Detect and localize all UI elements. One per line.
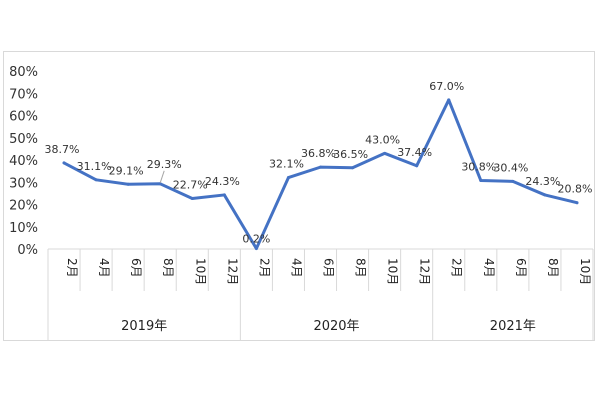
data-label: 22.7% xyxy=(173,178,208,191)
category-label: 4月 xyxy=(97,258,111,278)
data-point xyxy=(158,182,162,186)
label-leader-line xyxy=(159,170,165,183)
category-label: 8月 xyxy=(161,258,175,278)
y-tick-label: 70% xyxy=(9,87,38,102)
y-tick-label: 60% xyxy=(9,110,38,125)
y-tick-label: 30% xyxy=(9,176,38,191)
category-label: 6月 xyxy=(129,258,143,278)
data-point xyxy=(479,178,483,182)
category-label: 10月 xyxy=(386,258,400,285)
category-label: 6月 xyxy=(322,258,336,278)
data-label: 67.0% xyxy=(429,80,464,93)
category-label: 2月 xyxy=(257,258,271,278)
data-point xyxy=(415,164,419,168)
data-label: 20.8% xyxy=(557,183,592,196)
data-point xyxy=(319,165,322,169)
y-tick-label: 40% xyxy=(9,154,38,169)
category-label: 2月 xyxy=(65,258,79,278)
data-label: 24.3% xyxy=(205,175,240,188)
data-label: 0.2% xyxy=(242,233,270,246)
data-label: 30.4% xyxy=(493,161,528,174)
data-point xyxy=(447,98,451,102)
category-label: 12月 xyxy=(225,258,239,285)
data-label: 29.1% xyxy=(109,164,144,177)
data-label: 24.3% xyxy=(525,175,560,188)
data-point xyxy=(383,151,387,155)
year-label: 2019年 xyxy=(121,319,167,334)
y-tick-label: 50% xyxy=(9,132,38,147)
data-label: 36.8% xyxy=(301,147,336,160)
data-label: 30.8% xyxy=(461,160,496,173)
y-tick-label: 20% xyxy=(9,199,38,214)
y-tick-label: 10% xyxy=(9,221,38,236)
category-label: 6月 xyxy=(514,258,528,278)
data-point xyxy=(62,161,66,165)
category-label: 12月 xyxy=(418,258,432,285)
y-tick-label: 80% xyxy=(9,65,38,80)
data-label: 38.7% xyxy=(45,143,80,156)
data-label: 29.3% xyxy=(147,158,182,171)
data-point xyxy=(511,179,515,183)
year-label: 2020年 xyxy=(313,319,359,334)
data-point xyxy=(254,247,258,251)
category-label: 4月 xyxy=(289,258,303,278)
data-point xyxy=(94,178,98,182)
data-point xyxy=(575,201,579,205)
data-point xyxy=(286,176,290,180)
data-point xyxy=(222,193,226,197)
category-label: 10月 xyxy=(578,258,592,285)
chart-frame xyxy=(3,51,595,341)
category-label: 8月 xyxy=(546,258,560,278)
data-label: 31.1% xyxy=(77,160,112,173)
data-label: 43.0% xyxy=(365,133,400,146)
data-label: 37.4% xyxy=(397,146,432,159)
year-label: 2021年 xyxy=(490,319,536,334)
data-point xyxy=(126,182,130,186)
data-label: 36.5% xyxy=(333,148,368,161)
data-point xyxy=(190,196,194,200)
data-point xyxy=(351,166,355,170)
category-label: 4月 xyxy=(482,258,496,278)
y-tick-label: 0% xyxy=(17,243,38,258)
data-point xyxy=(543,193,547,197)
category-label: 2月 xyxy=(450,258,464,278)
data-label: 32.1% xyxy=(269,158,304,171)
category-label: 8月 xyxy=(354,258,368,278)
category-label: 10月 xyxy=(193,258,207,285)
